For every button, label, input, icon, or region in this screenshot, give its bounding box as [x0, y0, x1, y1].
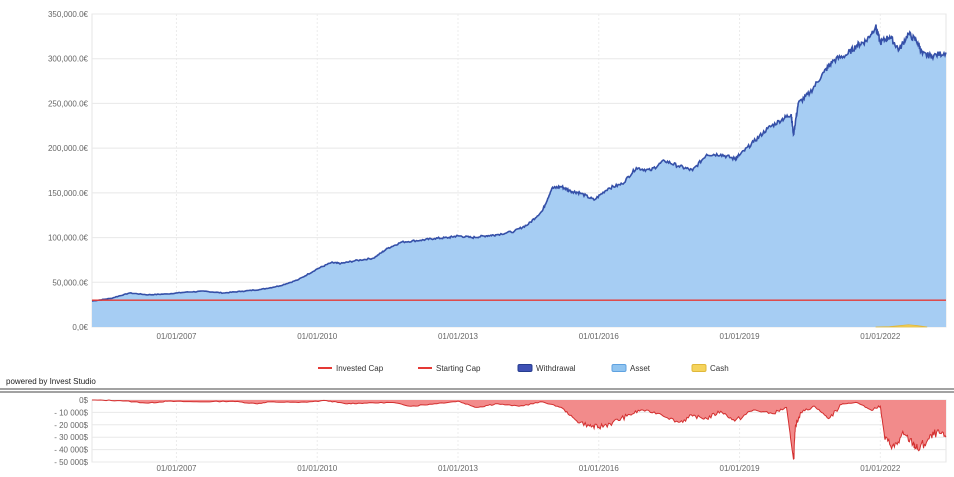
main-x-tick-label: 01/01/2016 — [579, 332, 620, 341]
drawdown-x-tick-label: 01/01/2007 — [156, 464, 197, 473]
drawdown-x-tick-label: 01/01/2010 — [297, 464, 338, 473]
asset-area — [92, 24, 946, 327]
legend-label: Cash — [710, 364, 729, 373]
main-y-tick-label: 200,000.0€ — [48, 144, 89, 153]
drawdown-series-layer — [92, 399, 947, 460]
drawdown-x-tick-label: 01/01/2013 — [438, 464, 479, 473]
drawdown-x-tick-label: 01/01/2016 — [579, 464, 620, 473]
legend-label: Starting Cap — [436, 364, 481, 373]
legend-label: Invested Cap — [336, 364, 384, 373]
legend-label: Withdrawal — [536, 364, 576, 373]
drawdown-y-axis: 0$ - 10 000$ - 20 000$ - 30 000$ - 40 000$ - … — [54, 396, 88, 467]
main-y-tick-label: 100,000.0€ — [48, 234, 89, 243]
main-y-tick-label: 50,000.0€ — [52, 278, 88, 287]
drawdown-x-axis: 01/01/2007 01/01/2010 01/01/2013 01/01/2016… — [156, 464, 900, 473]
drawdown-y-tick-label: - 10 000$ — [54, 408, 88, 417]
drawdown-y-tick-label: 0$ — [79, 396, 88, 405]
legend-swatch — [691, 364, 707, 372]
main-x-tick-label: 01/01/2013 — [438, 332, 479, 341]
main-x-tick-label: 01/01/2022 — [860, 332, 901, 341]
drawdown-x-tick-label: 01/01/2022 — [860, 464, 901, 473]
drawdown-y-tick-label: - 20 000$ — [54, 421, 88, 430]
powered-by-label: powered by Invest Studio — [6, 377, 96, 386]
legend-label: Asset — [630, 364, 651, 373]
legend: Invested Cap Starting Cap Withdrawal Asset C… — [318, 364, 729, 373]
drawdown-line — [92, 399, 947, 460]
drawdown-area — [92, 400, 946, 460]
main-chart: 0,0€ 50,000.0€ 100,000.0€ 150,000.0€ 200,000… — [48, 10, 947, 341]
asset-line — [91, 24, 947, 302]
main-x-tick-label: 01/01/2007 — [156, 332, 197, 341]
cash-area — [875, 324, 928, 328]
drawdown-y-tick-label: - 40 000$ — [54, 446, 88, 455]
drawdown-y-tick-label: - 30 000$ — [54, 433, 88, 442]
main-y-axis: 0,0€ 50,000.0€ 100,000.0€ 150,000.0€ 200,000… — [48, 10, 89, 332]
main-y-tick-label: 350,000.0€ — [48, 10, 89, 19]
main-y-tick-label: 250,000.0€ — [48, 99, 89, 108]
drawdown-x-tick-label: 01/01/2019 — [720, 464, 761, 473]
main-y-tick-label: 0,0€ — [72, 323, 88, 332]
drawdown-y-tick-label: - 50 000$ — [54, 458, 88, 467]
main-x-tick-label: 01/01/2010 — [297, 332, 338, 341]
main-x-tick-label: 01/01/2019 — [720, 332, 761, 341]
main-series-layer — [91, 24, 947, 328]
main-x-axis: 01/01/2007 01/01/2010 01/01/2013 01/01/2016… — [156, 332, 900, 341]
legend-swatch — [611, 364, 627, 372]
drawdown-chart: 0$ - 10 000$ - 20 000$ - 30 000$ - 40 000$ - … — [54, 396, 947, 473]
legend-swatch — [517, 364, 533, 372]
main-y-tick-label: 150,000.0€ — [48, 189, 89, 198]
main-y-tick-label: 300,000.0€ — [48, 55, 89, 64]
